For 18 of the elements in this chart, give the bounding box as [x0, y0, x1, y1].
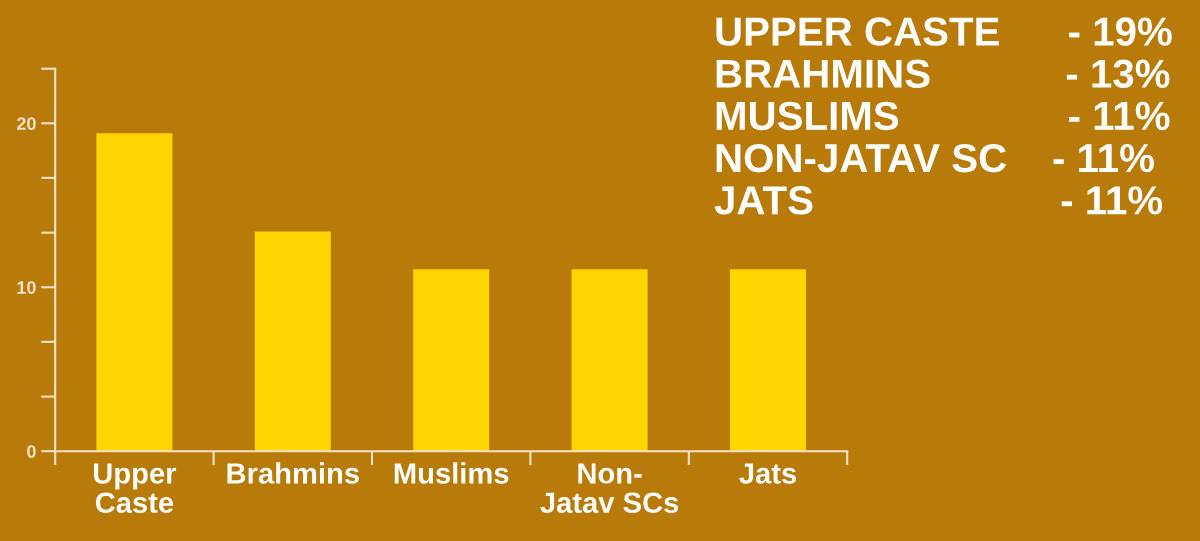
- bar: [729, 269, 807, 452]
- bar: [413, 269, 490, 452]
- x-tick-label: Jats: [739, 463, 796, 484]
- annotation: JATS - 11%: [714, 186, 1163, 215]
- bar: [96, 133, 173, 452]
- x-tick-label: Non-Jatav SCs: [540, 463, 679, 514]
- x-tick-label: Brahmins: [227, 462, 359, 484]
- bar: [254, 231, 331, 452]
- y-tick-label: 0: [27, 445, 36, 458]
- annotation: MUSLIMS - 11%: [716, 101, 1170, 131]
- annotation: NON-JATAV SC - 11%: [716, 143, 1154, 173]
- x-tick-label: Upper Caste: [94, 463, 177, 514]
- y-tick-label: 10: [17, 281, 36, 294]
- text: UPPER CASTE - 19%: [716, 17, 1172, 46]
- y-tick-label: 20: [17, 117, 36, 131]
- x-tick-label: Muslims: [394, 462, 509, 484]
- bar: [571, 269, 648, 452]
- annotation: BRAHMINS - 13%: [716, 59, 1170, 89]
